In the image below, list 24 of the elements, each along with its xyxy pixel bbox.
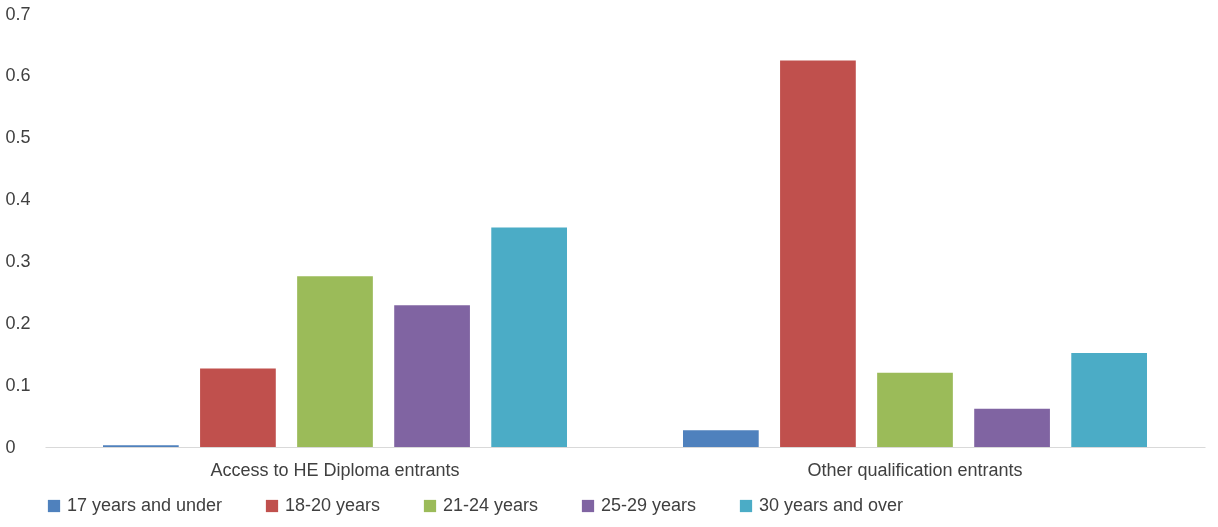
legend-label: 25-29 years [601, 495, 697, 515]
bar [1071, 352, 1147, 447]
legend-label: 21-24 years [443, 495, 539, 515]
bar [974, 408, 1050, 447]
bar [683, 430, 759, 447]
y-tick-label: 0.4 [5, 189, 31, 210]
y-tick-label: 0.5 [5, 127, 31, 148]
y-tick-label: 0.2 [5, 312, 31, 333]
bar [297, 276, 373, 447]
bar [491, 227, 567, 447]
legend-label: 18-20 years [285, 495, 381, 515]
y-tick-label: 0.1 [5, 374, 31, 395]
y-tick-label: 0.7 [5, 3, 31, 24]
y-tick-label: 0.6 [5, 65, 31, 86]
bar [200, 368, 276, 447]
legend-label: 30 years and over [759, 495, 904, 515]
x-tick-label: Other qualification entrants [807, 459, 1023, 480]
bar [780, 60, 856, 447]
x-tick-label: Access to HE Diploma entrants [210, 459, 460, 480]
y-tick-label: 0.3 [5, 250, 31, 271]
bar [877, 372, 953, 447]
bar [394, 305, 470, 447]
legend-label: 17 years and under [67, 495, 223, 515]
y-tick-label: 0 [5, 436, 16, 457]
